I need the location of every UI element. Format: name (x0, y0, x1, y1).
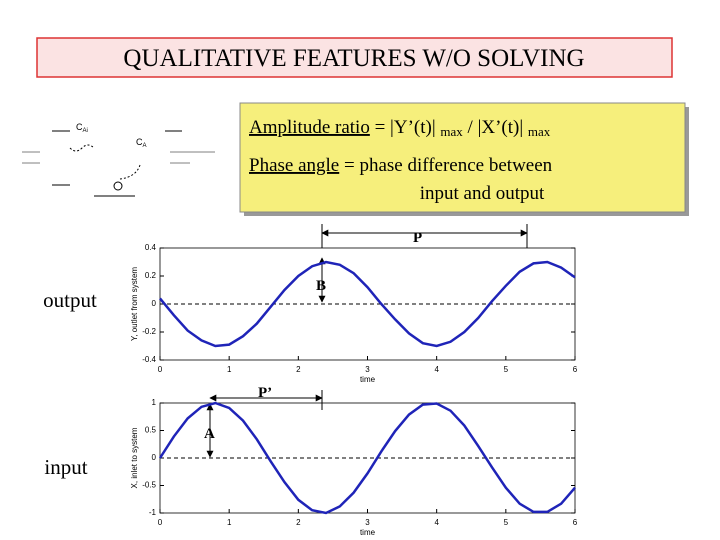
y-tick-label: -0.5 (142, 481, 156, 490)
data-line (159, 260, 576, 348)
process-diagram (22, 130, 215, 197)
side-label: output (43, 288, 97, 312)
period-label: P (413, 230, 422, 246)
amplitude-sub: max (528, 124, 551, 139)
x-tick-label: 6 (573, 518, 578, 527)
inlet-symbol: C (76, 122, 83, 132)
side-label: input (44, 455, 87, 479)
y-axis-label: X, inlet to system (130, 427, 139, 488)
slide-title: QUALITATIVE FEATURES W/O SOLVING (123, 45, 584, 72)
x-tick-label: 4 (434, 365, 439, 374)
x-tick-label: 0 (158, 518, 163, 527)
x-tick-label: 2 (296, 518, 301, 527)
x-axis-label: time (360, 375, 376, 384)
y-tick-label: 0.2 (145, 271, 157, 280)
amplitude-sub: max (440, 124, 463, 139)
x-tick-label: 0 (158, 365, 163, 374)
x-tick-label: 3 (365, 365, 370, 374)
note-box (239, 102, 686, 213)
outlet-symbol: C (136, 137, 143, 147)
amplitude-note: Amplitude ratio = |Y’(t)| max / |X’(t)| … (249, 117, 551, 139)
input-annotations (206, 390, 323, 458)
x-tick-label: 1 (227, 365, 232, 374)
y-tick-label: 0 (152, 299, 157, 308)
amplitude-term: Amplitude ratio (249, 117, 370, 138)
x-tick-label: 5 (504, 365, 509, 374)
phase-term: Phase angle (249, 155, 339, 176)
x-tick-label: 6 (573, 365, 578, 374)
data-line (158, 401, 576, 515)
inlet-sub: Ai (83, 128, 88, 134)
x-tick-label: 1 (227, 518, 232, 527)
y-tick-label: -0.4 (142, 355, 156, 364)
y-tick-label: 0 (152, 453, 157, 462)
phase-rest: = phase difference between (339, 155, 552, 176)
outlet-sub: A (143, 143, 147, 149)
inlet-label: CAi (76, 122, 88, 134)
y-tick-label: -1 (149, 508, 157, 517)
phase-note-line2: input and output (420, 183, 545, 204)
y-axis-label: Y, outlet from system (130, 267, 139, 341)
output-annotations (318, 224, 528, 303)
y-tick-label: -0.2 (142, 327, 156, 336)
y-tick-label: 1 (152, 398, 157, 407)
amplitude-label: B (316, 278, 326, 294)
amplitude-part: = |Y’(t)| (370, 117, 441, 138)
x-tick-label: 4 (434, 518, 439, 527)
x-tick-label: 2 (296, 365, 301, 374)
x-tick-label: 5 (504, 518, 509, 527)
x-tick-label: 3 (365, 518, 370, 527)
phase-note: Phase angle = phase difference between (249, 155, 553, 176)
outlet-label: CA (136, 137, 147, 149)
amplitude-label: A (204, 426, 215, 442)
amplitude-part: / |X’(t)| (463, 117, 528, 138)
period-label: P’ (258, 385, 272, 401)
y-tick-label: 0.4 (145, 243, 157, 252)
x-axis-label: time (360, 528, 376, 537)
y-tick-label: 0.5 (145, 426, 157, 435)
title-box (36, 37, 673, 78)
